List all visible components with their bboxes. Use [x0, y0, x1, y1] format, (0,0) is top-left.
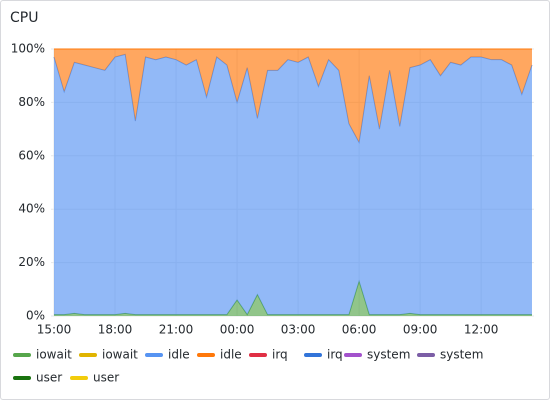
legend-label: idle	[220, 348, 242, 362]
legend-label: system	[440, 348, 483, 362]
y-tick-label: 40%	[18, 202, 45, 216]
x-tick-label: 00:00	[220, 323, 255, 337]
area-fill	[54, 49, 532, 143]
legend-label: system	[367, 348, 410, 362]
y-tick-label: 20%	[18, 255, 45, 269]
y-tick-label: 60%	[18, 148, 45, 162]
x-tick-label: 12:00	[464, 323, 499, 337]
panel-title: CPU	[10, 10, 38, 26]
y-tick-label: 100%	[11, 42, 45, 56]
legend-label: iowait	[102, 348, 138, 362]
legend-label: irq	[272, 348, 288, 362]
x-tick-label: 09:00	[403, 323, 438, 337]
x-tick-label: 18:00	[98, 323, 133, 337]
x-tick-label: 21:00	[159, 323, 194, 337]
legend-label: idle	[168, 348, 190, 362]
legend-label: irq	[327, 348, 343, 362]
x-tick-label: 06:00	[342, 323, 377, 337]
legend-label: user	[36, 371, 62, 385]
x-tick-label: 03:00	[281, 323, 316, 337]
x-tick-label: 15:00	[37, 323, 72, 337]
y-tick-label: 80%	[18, 95, 45, 109]
legend-label: iowait	[36, 348, 72, 362]
y-tick-label: 0%	[26, 309, 45, 323]
legend-label: user	[93, 371, 119, 385]
area-fill	[54, 54, 532, 315]
